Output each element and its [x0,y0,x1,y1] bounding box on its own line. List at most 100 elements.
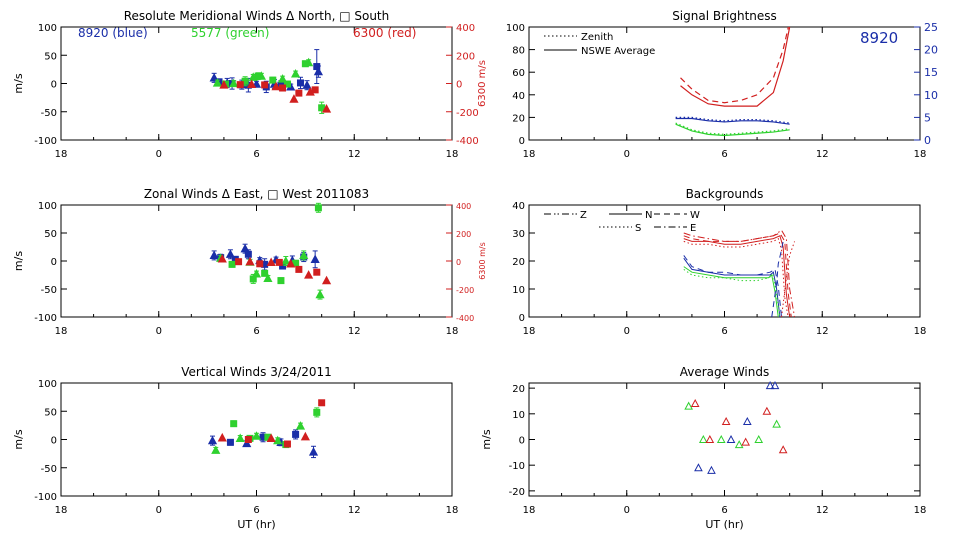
vert-xtick-label: 0 [156,505,162,516]
zonal-point [235,258,243,266]
bkg-ytick-label: 20 [512,257,525,268]
bkg-series-line [683,268,781,317]
bright-y2tick-label: 25 [924,21,938,34]
bkg-series-line [683,229,796,317]
bkg-series-line [683,255,783,317]
zonal-y2tick-label: 400 [456,202,471,211]
bright-series-line [675,116,790,124]
vert-point [230,420,238,428]
bkg-ytick-label: 0 [519,313,525,324]
merid-ytick-label: -100 [34,136,57,147]
vert-ytick-label: 100 [38,379,57,390]
bright-y2tick-label: 0 [924,134,931,147]
merid-xtick-label: 0 [156,149,162,160]
avg-point [707,465,716,474]
vert-point [308,447,319,456]
zonal-point [295,265,303,273]
zonal-point [321,275,332,285]
vert-xlabel: UT (hr) [237,518,275,531]
bkg-xtick-label: 12 [816,326,829,337]
zonal-point [263,273,273,283]
zonal-point [251,269,262,278]
merid-point [229,78,239,88]
avg-point [726,434,736,443]
merid-ytick-label: -50 [41,108,57,119]
bright-ytick-label: 80 [512,46,525,57]
avg-xtick-label: 6 [721,505,727,516]
merid-ytick-label: 100 [38,23,57,34]
bright-series-line [675,122,790,135]
merid-point [321,104,332,113]
merid-point [296,79,304,87]
vert-point [242,438,252,448]
avg-ytick-label: -10 [509,461,525,472]
bright-series-line [675,123,790,137]
zonal-ylabel: m/s [12,251,25,271]
vert-ylabel: m/s [12,429,25,449]
avg-point [770,381,780,390]
vert-xtick-label: 12 [348,505,361,516]
merid-y2tick-label: 200 [456,51,475,62]
merid-point [269,76,277,84]
zonal-y2tick-label: -200 [456,286,474,295]
bright-legend-label: NSWE Average [581,46,655,57]
avg-point [762,406,772,415]
bright-panel: Signal Brightness 18 0 6 12 18 0 20 40 60 80 100 0 5 1… [506,9,938,160]
merid-point [247,79,257,88]
merid-y2tick-label: 400 [456,23,475,34]
merid-ytick-label: 50 [44,51,57,62]
bright-series-line [675,117,790,125]
avg-xtick-label: 12 [816,505,829,516]
merid-xtick-label: 12 [348,149,361,160]
merid-y2tick-label: 0 [456,80,462,91]
avg-point [741,437,751,446]
zonal-point [244,250,252,258]
bkg-legend-label: E [690,223,696,234]
bkg-legend-label: N [645,210,652,221]
avg-point [734,440,744,449]
zonal-ytick-label: 100 [38,201,57,212]
vert-ytick-label: 50 [44,407,57,418]
bright-y2tick-label: 5 [924,111,931,124]
vert-xtick-label: 6 [253,505,259,516]
bright-title: Signal Brightness [672,9,777,23]
vert-xtick-label: 18 [446,505,459,516]
avg-point [754,434,764,443]
vert-point [295,421,306,430]
bright-annotation: 8920 [860,29,898,47]
bright-ytick-label: 100 [506,23,525,34]
bkg-series-line [683,257,781,317]
merid-point [313,63,321,71]
merid-point [304,57,314,67]
avg-ytick-label: 20 [512,384,525,395]
bkg-ytick-label: 10 [512,285,525,296]
vert-point [266,433,276,443]
vert-title: Vertical Winds 3/24/2011 [181,365,332,379]
zonal-xtick-label: 6 [253,326,259,337]
merid-point [279,84,287,92]
vert-point [244,436,252,443]
vert-point [313,408,321,416]
legend-green: 5577 (green) [191,26,269,40]
bright-series-line [680,27,789,104]
zonal-point [304,270,314,279]
merid-point [311,86,319,94]
zonal-panel: Zonal Winds Δ East, □ West 2011083 18 0 6 12… [12,187,487,337]
bkg-xtick-label: 18 [914,326,927,337]
zonal-ytick-label: -100 [34,313,57,324]
bkg-legend-label: S [635,223,641,234]
bkg-xtick-label: 6 [721,326,727,337]
bright-ytick-label: 60 [512,68,525,79]
avg-xtick-label: 18 [523,505,536,516]
merid-xtick-label: 18 [446,149,459,160]
merid-point [291,69,301,78]
avg-point [778,445,788,454]
zonal-y2tick-label: 200 [456,230,471,239]
zonal-ytick-label: 50 [44,229,57,240]
merid-xtick-label: 18 [55,149,68,160]
bkg-series-line [683,235,791,317]
avg-title: Average Winds [680,365,770,379]
avg-xlabel: UT (hr) [705,518,743,531]
vert-point [318,399,326,407]
